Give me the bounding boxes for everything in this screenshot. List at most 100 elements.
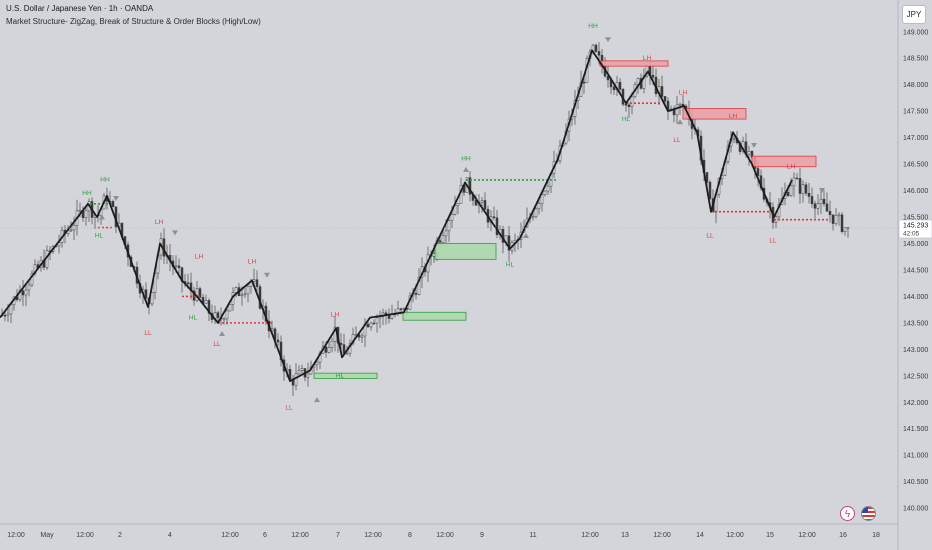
- order-block-bear[interactable]: [682, 108, 747, 120]
- candle-body: [540, 194, 544, 205]
- order-block-bull[interactable]: [402, 311, 467, 321]
- x-tick-label: 15: [766, 532, 774, 539]
- currency-button[interactable]: JPY: [902, 5, 926, 24]
- x-tick-label: 12:00: [7, 532, 25, 539]
- candle-body: [387, 315, 391, 319]
- candle-body: [537, 203, 541, 210]
- y-tick-label: 145.000: [903, 241, 928, 248]
- structure-label: LH: [729, 113, 738, 120]
- candle-body: [495, 217, 499, 236]
- swing-marker-down: [819, 188, 825, 194]
- structure-label: LH: [195, 253, 204, 260]
- structure-label: HH: [461, 156, 471, 163]
- candle-body: [243, 293, 247, 296]
- structure-label: HL: [622, 116, 631, 123]
- swing-marker-up: [314, 397, 320, 403]
- x-tick-label: 16: [839, 532, 847, 539]
- x-tick-label: 12:00: [221, 532, 239, 539]
- candle-body: [72, 225, 76, 231]
- candle-body: [816, 203, 820, 209]
- candle-body: [819, 198, 823, 204]
- candle-body: [732, 137, 736, 140]
- candle-body: [234, 287, 238, 293]
- candle-body: [543, 190, 547, 196]
- candle-body: [678, 103, 682, 106]
- zigzag-line: [0, 49, 793, 382]
- candle-body: [186, 282, 190, 285]
- candle-body: [414, 292, 418, 295]
- candle-body: [240, 294, 244, 297]
- candle-body: [546, 185, 550, 192]
- candle-body: [846, 226, 850, 229]
- x-tick-label: 13: [621, 532, 629, 539]
- candle-body: [756, 168, 760, 176]
- y-tick-label: 141.000: [903, 453, 928, 460]
- candle-body: [705, 172, 709, 183]
- candle-body: [618, 82, 622, 90]
- candle-body: [144, 289, 148, 299]
- candle-body: [225, 310, 229, 320]
- indicator-title[interactable]: Market Structure- ZigZag, Break of Struc…: [6, 17, 261, 26]
- y-tick-label: 148.000: [903, 82, 928, 89]
- structure-label: LH: [248, 259, 257, 266]
- x-tick-label: 2: [118, 532, 122, 539]
- swing-marker-down: [264, 272, 270, 278]
- candle-body: [150, 292, 154, 305]
- candle-body: [27, 284, 31, 291]
- candle-body: [339, 342, 343, 345]
- candle-body: [480, 200, 484, 203]
- x-tick-label: 6: [263, 532, 267, 539]
- candle-body: [306, 373, 310, 378]
- bolt-icon[interactable]: ϟ: [840, 506, 855, 521]
- y-tick-label: 148.500: [903, 56, 928, 63]
- y-tick-label: 144.000: [903, 294, 928, 301]
- candle-body: [582, 81, 586, 84]
- x-tick-label: 18: [872, 532, 880, 539]
- candle-body: [294, 373, 298, 386]
- order-block-bear[interactable]: [599, 60, 669, 67]
- x-tick-label: 8: [408, 532, 412, 539]
- candle-body: [9, 304, 13, 315]
- candle-body: [843, 227, 847, 233]
- price-axis[interactable]: 149.000 148.500 148.000 147.500 147.000 146.5…: [903, 29, 928, 512]
- candle-body: [708, 181, 712, 199]
- candle-body: [390, 314, 394, 319]
- swing-marker-down: [113, 195, 119, 201]
- candle-body: [204, 300, 208, 304]
- candle-body: [345, 352, 349, 355]
- time-axis[interactable]: 12:00 May 12:00 2 4 12:00 6 12:00 7 12:00 8 12:00 9 1…: [7, 532, 880, 539]
- y-tick-label: 142.000: [903, 400, 928, 407]
- zigzag-layer: [0, 49, 793, 382]
- candle-body: [177, 265, 181, 268]
- candle-body: [456, 203, 460, 206]
- candle-body: [111, 201, 115, 208]
- swing-marker-down: [172, 230, 178, 236]
- candle-body: [447, 220, 451, 232]
- y-tick-label: 144.500: [903, 267, 928, 274]
- order-block-bear[interactable]: [751, 155, 817, 168]
- candle-body: [789, 185, 793, 196]
- candle-body: [438, 240, 442, 243]
- swing-marker-down: [751, 143, 757, 149]
- order-block-bull[interactable]: [313, 372, 378, 379]
- candle-body: [594, 44, 598, 52]
- symbol-title[interactable]: U.S. Dollar / Japanese Yen · 1h · OANDA: [6, 4, 154, 13]
- us-flag-icon[interactable]: [861, 506, 876, 521]
- candle-body: [807, 192, 811, 197]
- candle-body: [207, 300, 211, 314]
- y-tick-label: 149.000: [903, 29, 928, 36]
- candle-body: [792, 177, 796, 187]
- order-block-bull[interactable]: [434, 243, 497, 260]
- candle-body: [21, 290, 25, 296]
- candle-body: [507, 235, 511, 251]
- candle-body: [360, 335, 364, 338]
- candle-body: [399, 308, 403, 311]
- chart-header: U.S. Dollar / Japanese Yen · 1h · OANDA …: [6, 2, 261, 28]
- structure-labels-layer: HH HH HL LH LL LH HL LL LH LL HL LH HH HL HH LH HL LH LL LH…: [82, 23, 795, 411]
- candle-body: [297, 370, 301, 375]
- y-tick-label: 140.500: [903, 479, 928, 486]
- candle-body: [531, 216, 535, 219]
- candle-body: [6, 313, 10, 316]
